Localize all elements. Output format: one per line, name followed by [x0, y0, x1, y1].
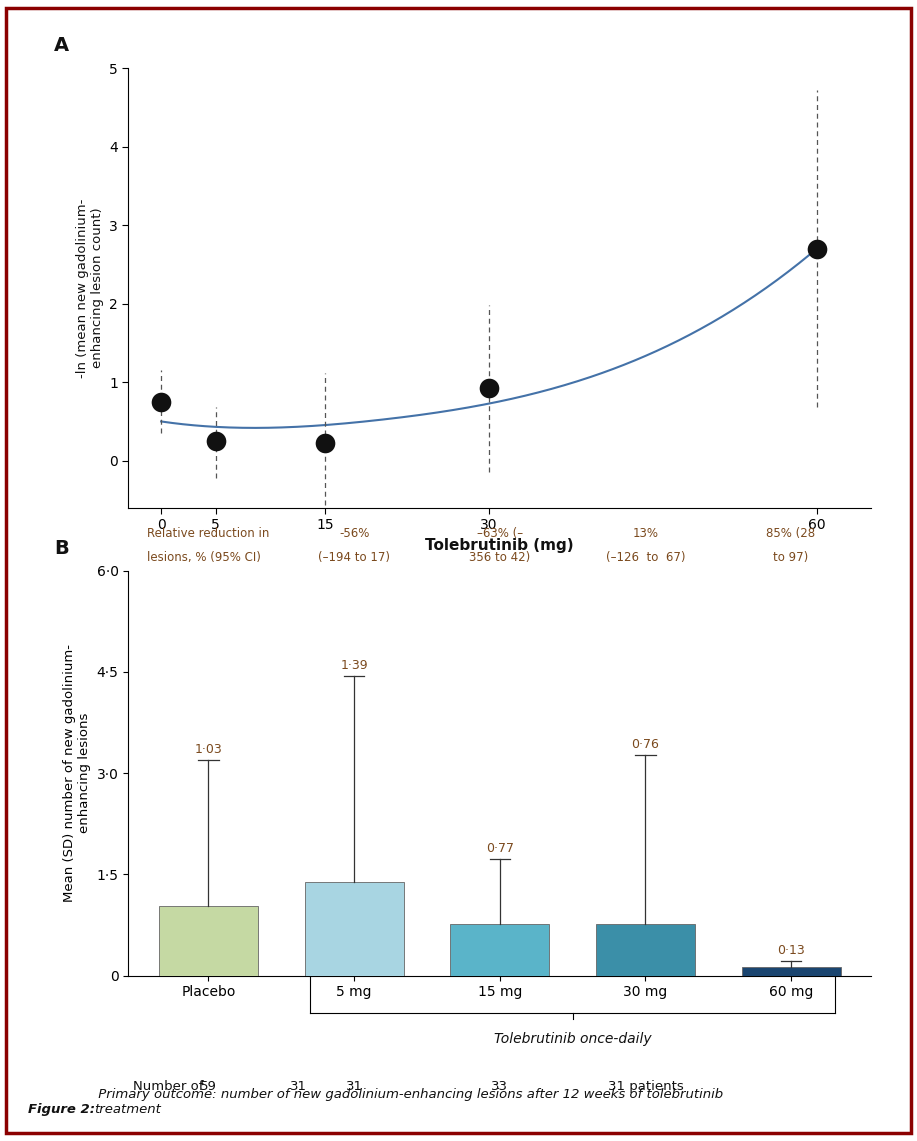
Text: (–194 to 17): (–194 to 17) [318, 551, 390, 564]
Text: (–126  to  67): (–126 to 67) [605, 551, 685, 564]
Text: 85% (28: 85% (28 [767, 527, 815, 540]
Text: 33: 33 [492, 1081, 508, 1093]
Text: A: A [54, 35, 69, 55]
Bar [596, 924, 695, 976]
Text: Primary outcome: number of new gadolinium-enhancing lesions after 12 weeks of to: Primary outcome: number of new gadoliniu… [94, 1087, 724, 1116]
Text: to 97): to 97) [773, 551, 809, 564]
Point [208, 432, 223, 451]
Text: B: B [54, 540, 69, 558]
Text: 356 to 42): 356 to 42) [470, 551, 530, 564]
Text: Figure 2:: Figure 2: [28, 1103, 94, 1116]
Text: 0·77: 0·77 [486, 842, 514, 855]
Text: 31: 31 [291, 1081, 307, 1093]
Point [809, 240, 823, 258]
X-axis label: Tolebrutinib (mg): Tolebrutinib (mg) [425, 537, 574, 552]
Bar [159, 906, 258, 976]
Text: Tolebrutinib once-daily: Tolebrutinib once-daily [493, 1031, 651, 1045]
Text: 1·39: 1·39 [340, 659, 368, 672]
Text: lesions, % (95% CI): lesions, % (95% CI) [148, 551, 261, 564]
Point [317, 435, 332, 453]
Bar [450, 923, 549, 976]
Point [481, 379, 496, 397]
Text: –63% (–: –63% (– [477, 527, 523, 540]
Y-axis label: -ln (mean new gadolinium-
enhancing lesion count): -ln (mean new gadolinium- enhancing lesi… [75, 199, 104, 378]
Bar [742, 966, 841, 976]
Text: 31: 31 [346, 1081, 362, 1093]
Y-axis label: Mean (SD) number of new gadolinium-
enhancing lesions: Mean (SD) number of new gadolinium- enha… [63, 644, 91, 903]
Bar [304, 882, 403, 976]
Text: 0·76: 0·76 [632, 738, 659, 751]
Text: -56%: -56% [339, 527, 370, 540]
Text: 0·13: 0·13 [778, 944, 805, 956]
Text: Relative reduction in: Relative reduction in [148, 527, 270, 540]
Text: Number of: Number of [133, 1081, 204, 1093]
Text: 59: 59 [200, 1081, 217, 1093]
Text: 31 patients: 31 patients [608, 1081, 683, 1093]
Text: 1·03: 1·03 [194, 743, 222, 756]
Text: 13%: 13% [633, 527, 658, 540]
Point [154, 393, 169, 411]
